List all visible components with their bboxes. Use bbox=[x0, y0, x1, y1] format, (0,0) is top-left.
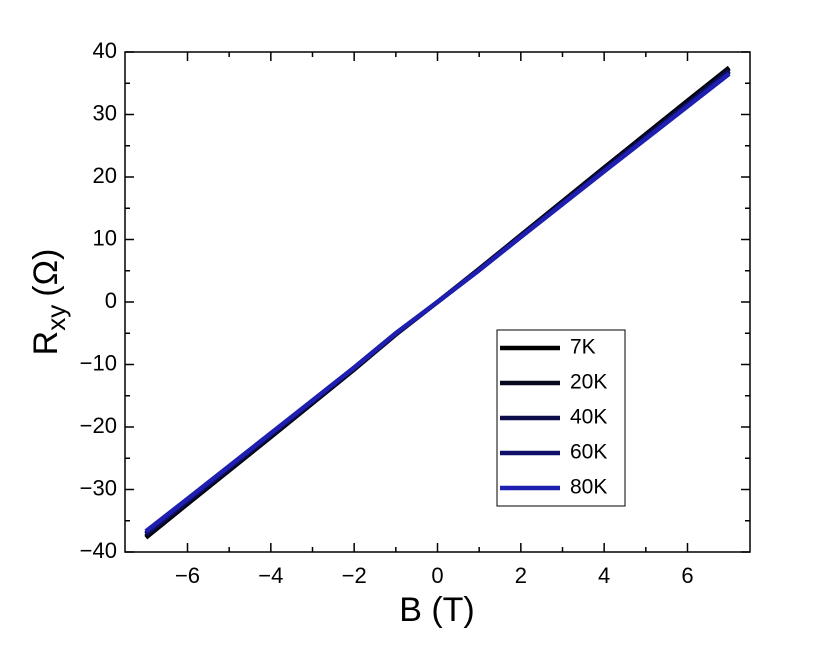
y-label-unit: (Ω) bbox=[27, 249, 65, 297]
x-tick-label: 2 bbox=[515, 563, 527, 588]
y-axis-label: Rxy (Ω) bbox=[27, 249, 71, 356]
y-tick-label: −10 bbox=[80, 350, 117, 375]
x-tick-label: −4 bbox=[258, 563, 283, 588]
x-tick-label: 6 bbox=[681, 563, 693, 588]
y-label-main: R bbox=[27, 331, 65, 356]
y-tick-label: −40 bbox=[80, 538, 117, 563]
legend-label: 80K bbox=[570, 476, 607, 499]
x-tick-label: 0 bbox=[431, 563, 443, 588]
legend: 7K 20K 40K 60K 80K bbox=[496, 329, 626, 507]
y-tick-label: 10 bbox=[93, 225, 117, 250]
x-tick-label: −6 bbox=[175, 563, 200, 588]
legend-label: 7K bbox=[570, 336, 596, 359]
legend-label: 40K bbox=[570, 406, 607, 429]
x-tick-label: −2 bbox=[342, 563, 367, 588]
x-tick-label: 4 bbox=[598, 563, 610, 588]
y-tick-label: −20 bbox=[80, 413, 117, 438]
x-axis-label: B (T) bbox=[399, 591, 475, 629]
legend-label: 20K bbox=[570, 371, 607, 394]
legend-label: 60K bbox=[570, 441, 607, 464]
series-line bbox=[144, 72, 731, 534]
plot-frame bbox=[124, 51, 751, 553]
y-tick-label: 0 bbox=[105, 288, 117, 313]
y-tick-label: −30 bbox=[80, 475, 117, 500]
y-label-sub: xy bbox=[41, 305, 71, 331]
y-tick-label: 20 bbox=[93, 163, 117, 188]
y-tick-label: 40 bbox=[93, 38, 117, 63]
y-tick-label: 30 bbox=[93, 100, 117, 125]
